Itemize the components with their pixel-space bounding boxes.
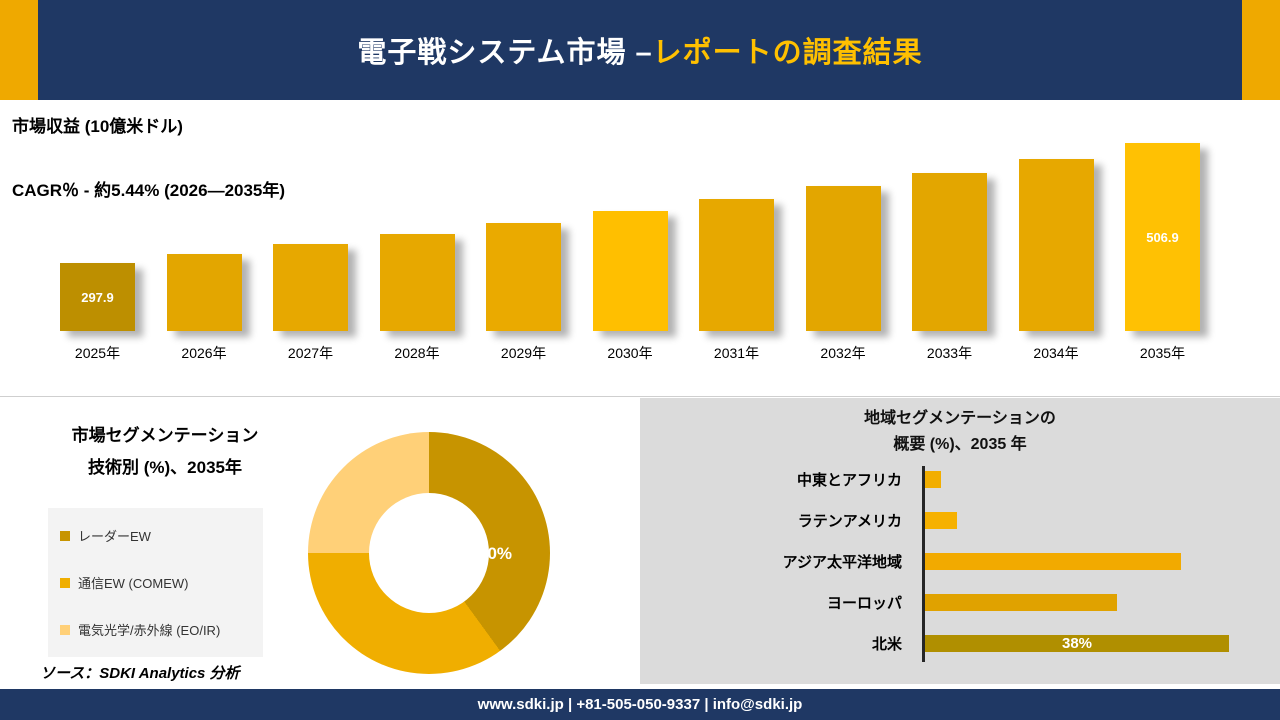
header-navy-band: 電子戦システム市場 –レポートの調査結果 bbox=[38, 0, 1242, 100]
x-axis-label: 2034年 bbox=[1033, 345, 1079, 361]
source-note: ソース：SDKI Analytics 分析 bbox=[40, 665, 240, 682]
revenue-bar-group: 2032年 bbox=[805, 130, 881, 363]
region-bar: 38% bbox=[925, 634, 1229, 652]
region-label: アジア太平洋地域 bbox=[782, 553, 902, 571]
technology-segmentation-title: 市場セグメンテーション 技術別 (%)、2035年 bbox=[40, 420, 290, 484]
page-title-main: 電子戦システム市場 – bbox=[357, 37, 653, 69]
x-axis-label: 2031年 bbox=[713, 345, 760, 361]
header-banner: 電子戦システム市場 –レポートの調査結果 bbox=[0, 0, 1280, 100]
revenue-bar-chart: 297.9 2025年 2026年 2027年 2028年 2029年 2030年 2031年… bbox=[60, 130, 1200, 363]
region-bar bbox=[925, 593, 1117, 611]
region-label: ラテンアメリカ bbox=[797, 512, 902, 530]
section-divider bbox=[0, 396, 1280, 397]
region-segmentation-title: 地域セグメンテーションの 概要 (%)、2035 年 bbox=[640, 406, 1280, 458]
revenue-bar-group: 2029年 bbox=[486, 130, 561, 363]
revenue-bar-group: 2030年 bbox=[592, 130, 668, 363]
region-segmentation-panel: 地域セグメンテーションの 概要 (%)、2035 年 中東とアフリカ ラテンアメリ… bbox=[640, 398, 1280, 684]
region-bar-chart: 中東とアフリカ ラテンアメリカアジア太平洋地域ヨーロッパ北米 38% bbox=[640, 470, 1280, 675]
x-axis-label: 2030年 bbox=[607, 345, 653, 361]
revenue-bar bbox=[379, 233, 455, 331]
region-bar-row: 中東とアフリカ bbox=[640, 470, 1280, 489]
x-axis-label: 2029年 bbox=[500, 345, 547, 361]
bar-value-label: 297.9 bbox=[81, 289, 114, 305]
technology-segmentation-title-line2: 技術別 (%)、2035年 bbox=[88, 458, 242, 477]
region-bar bbox=[925, 552, 1181, 570]
footer-contact: www.sdki.jp | +81-505-050-9337 | info@sd… bbox=[477, 696, 803, 713]
legend-item: レーダーEW bbox=[60, 526, 251, 545]
revenue-bar-group: 2027年 bbox=[273, 130, 348, 363]
legend-label: 電気光学/赤外線 (EO/IR) bbox=[78, 623, 221, 638]
legend-item: 電気光学/赤外線 (EO/IR) bbox=[60, 620, 251, 639]
revenue-bar-group: 297.9 2025年 bbox=[60, 130, 135, 363]
region-bar-row: ラテンアメリカ bbox=[640, 511, 1280, 530]
x-axis-label: 2025年 bbox=[74, 345, 121, 361]
revenue-bar bbox=[805, 186, 881, 331]
revenue-bar-group: 2034年 bbox=[1018, 130, 1094, 363]
region-bar-row: アジア太平洋地域 bbox=[640, 552, 1280, 571]
technology-legend: レーダーEW 通信EW (COMEW) 電気光学/赤外線 (EO/IR) bbox=[48, 508, 263, 657]
region-title-line1: 地域セグメンテーションの bbox=[864, 410, 1056, 427]
legend-label: 通信EW (COMEW) bbox=[78, 576, 189, 591]
page-title: 電子戦システム市場 –レポートの調査結果 bbox=[357, 29, 922, 71]
x-axis-label: 2035年 bbox=[1139, 345, 1186, 361]
x-axis-label: 2032年 bbox=[820, 345, 866, 361]
legend-swatch bbox=[60, 624, 70, 635]
revenue-bar: 297.9 bbox=[60, 263, 135, 331]
x-axis-label: 2028年 bbox=[394, 345, 440, 361]
region-bar-row: 北米 38% bbox=[640, 634, 1280, 653]
revenue-bar-group: 506.9 2035年 bbox=[1125, 130, 1200, 363]
donut-hole bbox=[369, 493, 489, 613]
technology-segmentation-title-line1: 市場セグメンテーション bbox=[71, 426, 259, 445]
technology-donut-chart: 40% bbox=[308, 432, 550, 674]
region-bar-row: ヨーロッパ bbox=[640, 593, 1280, 612]
region-chart-axis bbox=[922, 466, 925, 662]
legend-label: レーダーEW bbox=[78, 529, 151, 544]
region-bar bbox=[925, 511, 957, 529]
revenue-bar: 506.9 bbox=[1125, 143, 1200, 331]
bar-value-label: 506.9 bbox=[1146, 229, 1179, 245]
donut-value-label: 40% bbox=[478, 544, 513, 563]
region-bar bbox=[925, 470, 941, 488]
revenue-bar bbox=[699, 199, 774, 331]
x-axis-label: 2033年 bbox=[926, 345, 973, 361]
legend-swatch bbox=[60, 530, 70, 541]
footer-banner: www.sdki.jp | +81-505-050-9337 | info@sd… bbox=[0, 689, 1280, 720]
revenue-bar bbox=[486, 222, 561, 331]
revenue-metric-label: 市場収益 (10億米ドル) bbox=[12, 117, 183, 136]
cagr-label: CAGR％ - 約5.44% (2026―2035年) bbox=[12, 181, 286, 200]
revenue-bar-group: 2028年 bbox=[379, 130, 455, 363]
revenue-bar-group: 2026年 bbox=[166, 130, 242, 363]
revenue-bar bbox=[912, 172, 987, 331]
x-axis-label: 2027年 bbox=[287, 345, 334, 361]
region-label: 中東とアフリカ bbox=[796, 471, 902, 489]
revenue-bar-group: 2033年 bbox=[912, 130, 987, 363]
page-title-accent: レポートの調査結果 bbox=[652, 37, 923, 69]
legend-item: 通信EW (COMEW) bbox=[60, 573, 251, 592]
legend-swatch bbox=[60, 577, 70, 588]
x-axis-label: 2026年 bbox=[181, 345, 227, 361]
region-label: 北米 bbox=[871, 635, 902, 653]
region-bar-value-label: 38% bbox=[1061, 634, 1093, 652]
revenue-bar bbox=[166, 253, 242, 331]
revenue-bar bbox=[592, 211, 668, 331]
revenue-bar bbox=[1018, 158, 1094, 331]
region-label: ヨーロッパ bbox=[826, 594, 902, 612]
region-title-line2: 概要 (%)、2035 年 bbox=[893, 436, 1027, 453]
revenue-bar bbox=[273, 243, 348, 331]
revenue-bar-group: 2031年 bbox=[699, 130, 774, 363]
